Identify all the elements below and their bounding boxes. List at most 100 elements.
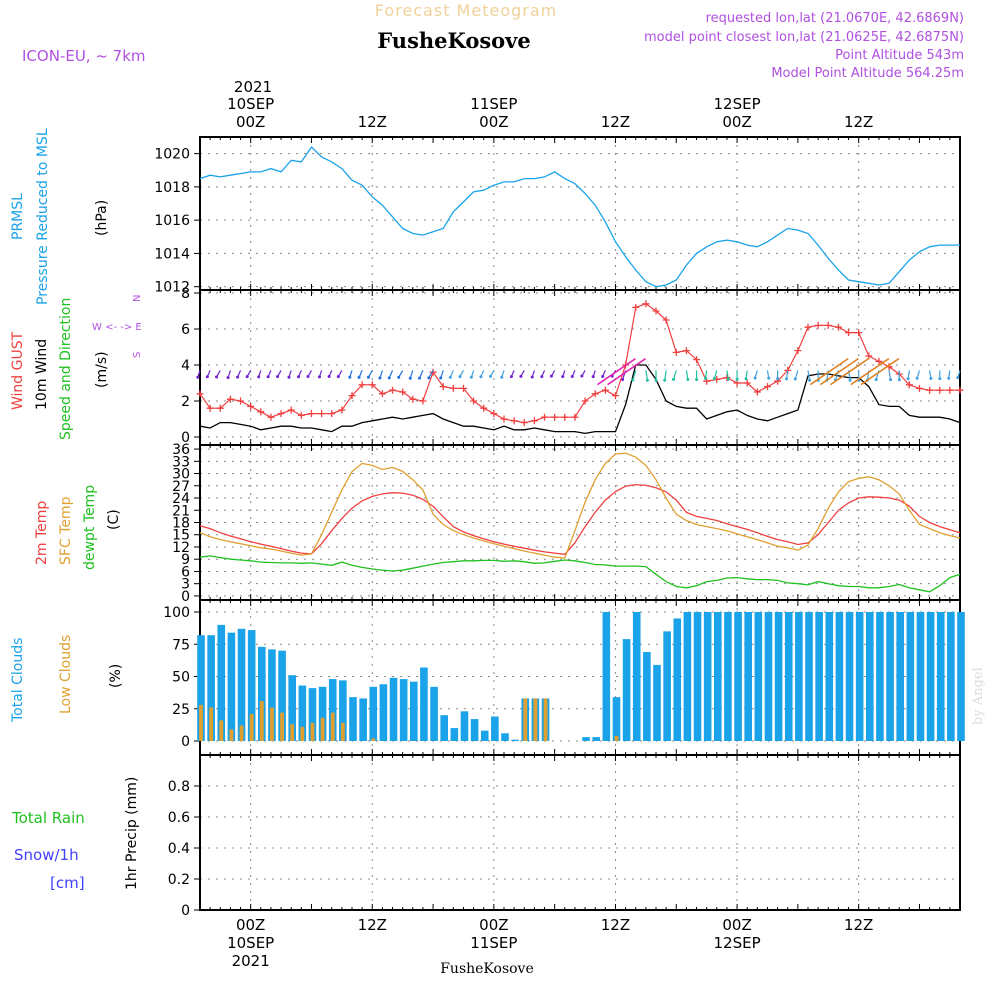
wind-arrow-head (378, 376, 382, 380)
bottom-date-label: 12SEP (713, 934, 760, 952)
wind-arrow-head (631, 378, 635, 382)
compass-we: W <- -> E (92, 322, 142, 333)
gust-marker (307, 410, 315, 418)
gust-marker (611, 392, 619, 400)
top-date-label: 10SEP (227, 95, 274, 113)
wind-arrow-head (530, 375, 534, 379)
wind-arrow-head (848, 378, 852, 382)
wind-arrow-head (776, 377, 780, 381)
compass-north: N (132, 295, 143, 302)
total-cloud-bar (906, 612, 915, 741)
total-cloud-bar (703, 612, 712, 741)
gust-marker (237, 397, 245, 405)
wind-arrow-head (366, 375, 370, 379)
strong-wind-arrow (830, 357, 869, 386)
total-cloud-bar (237, 628, 246, 741)
total-cloud-bar (278, 650, 286, 741)
gust-marker (541, 413, 549, 421)
total-cloud-bar (511, 739, 519, 741)
y-tick-label: 24 (172, 491, 190, 507)
total-cloud-bar (207, 635, 215, 741)
gust-marker (449, 384, 457, 392)
location-title: FusheKosove (377, 28, 530, 53)
panel-frame (199, 754, 961, 911)
total-cloud-bar (683, 612, 692, 741)
watermark: by Angel (971, 667, 986, 725)
gust-marker (267, 413, 275, 421)
prmsl-long-label: Pressure Reduced to MSL (35, 128, 51, 305)
total-cloud-bar (815, 612, 823, 741)
total-cloud-bar (339, 680, 347, 741)
bottom-hour-label: 00Z (722, 916, 751, 934)
total-cloud-bar (734, 612, 742, 741)
gust-marker (571, 413, 579, 421)
sfc-temp-line (199, 452, 961, 559)
total-cloud-bar (926, 612, 935, 741)
gust-marker (845, 329, 853, 337)
low-cloud-bar (280, 712, 284, 741)
total-cloud-bar (866, 612, 874, 741)
total-cloud-bar (328, 679, 337, 741)
y-tick-label: 25 (172, 702, 190, 718)
wind-arrow-head (500, 375, 504, 379)
y-tick-label: 33 (172, 454, 190, 470)
wind-arrow-head (621, 378, 625, 382)
wind-arrow-head (215, 375, 219, 379)
footer-location: FusheKosove (440, 961, 534, 977)
panel2-labels: Wind GUST 10m Wind Speed and Direction (… (10, 295, 143, 440)
y-tick-label: 30 (172, 467, 190, 483)
total-cloud-bar (582, 737, 590, 741)
y-tick-label: 0.2 (168, 872, 190, 888)
gust-marker (490, 410, 498, 418)
gust-marker (247, 402, 255, 410)
gust-marker (936, 386, 944, 394)
gust-marker (601, 386, 609, 394)
gust-marker (277, 410, 285, 418)
gust-label: Wind GUST (10, 331, 26, 410)
wind-arrow-head (297, 375, 301, 379)
wind-arrow-head (726, 377, 730, 381)
compass-south: S (132, 352, 143, 358)
gust-marker (662, 316, 670, 324)
strong-wind-arrow (850, 357, 890, 386)
low-cloud-bar (290, 724, 295, 741)
total-cloud-bar (258, 646, 266, 741)
top-date-label: 12SEP (713, 95, 760, 113)
y-tick-label: 9 (181, 552, 190, 568)
low-cloud-bar (543, 698, 548, 741)
wind-arrow-head (509, 375, 513, 379)
total-cloud-bar (247, 630, 256, 741)
low-cloud-bar (310, 722, 315, 741)
low-cloud-bar (199, 704, 203, 741)
wind-arrow-head (889, 378, 893, 382)
strong-wind-arrow (809, 357, 849, 386)
gust-marker (672, 348, 680, 356)
y-tick-label: 1018 (154, 180, 190, 196)
gust-marker (753, 388, 761, 396)
wind-arrow-head (427, 376, 431, 380)
y-tick-label: 2 (181, 394, 190, 410)
panel-frame (199, 136, 961, 291)
panel5-labels: Total Rain Snow/1h [cm] 1hr Precip (mm) (11, 777, 140, 892)
gust-marker (389, 386, 397, 394)
gust-marker (682, 347, 690, 355)
wind-arrow-head (336, 375, 340, 379)
low-cloud-bar (320, 717, 325, 741)
wind-arrow-head (601, 374, 605, 378)
wind-arrow-head (276, 375, 280, 379)
wind-arrow (632, 370, 637, 381)
total-cloud-bar (835, 612, 844, 741)
total-rain-label: Total Rain (11, 809, 85, 827)
gust-marker (216, 404, 224, 412)
gust-marker (480, 404, 488, 412)
total-cloud-bar (480, 730, 489, 741)
wind-arrow-head (549, 374, 553, 378)
total-cloud-bar (622, 639, 631, 741)
gust-marker (348, 392, 356, 400)
y-tick-label: 6 (181, 564, 190, 580)
low-cloud-bar (330, 712, 335, 741)
speed-direction-label: Speed and Direction (58, 298, 74, 440)
top-hour-label: 00Z (236, 113, 265, 131)
gust-marker (956, 386, 964, 394)
dewpt-label: dewpt Temp (82, 485, 98, 570)
